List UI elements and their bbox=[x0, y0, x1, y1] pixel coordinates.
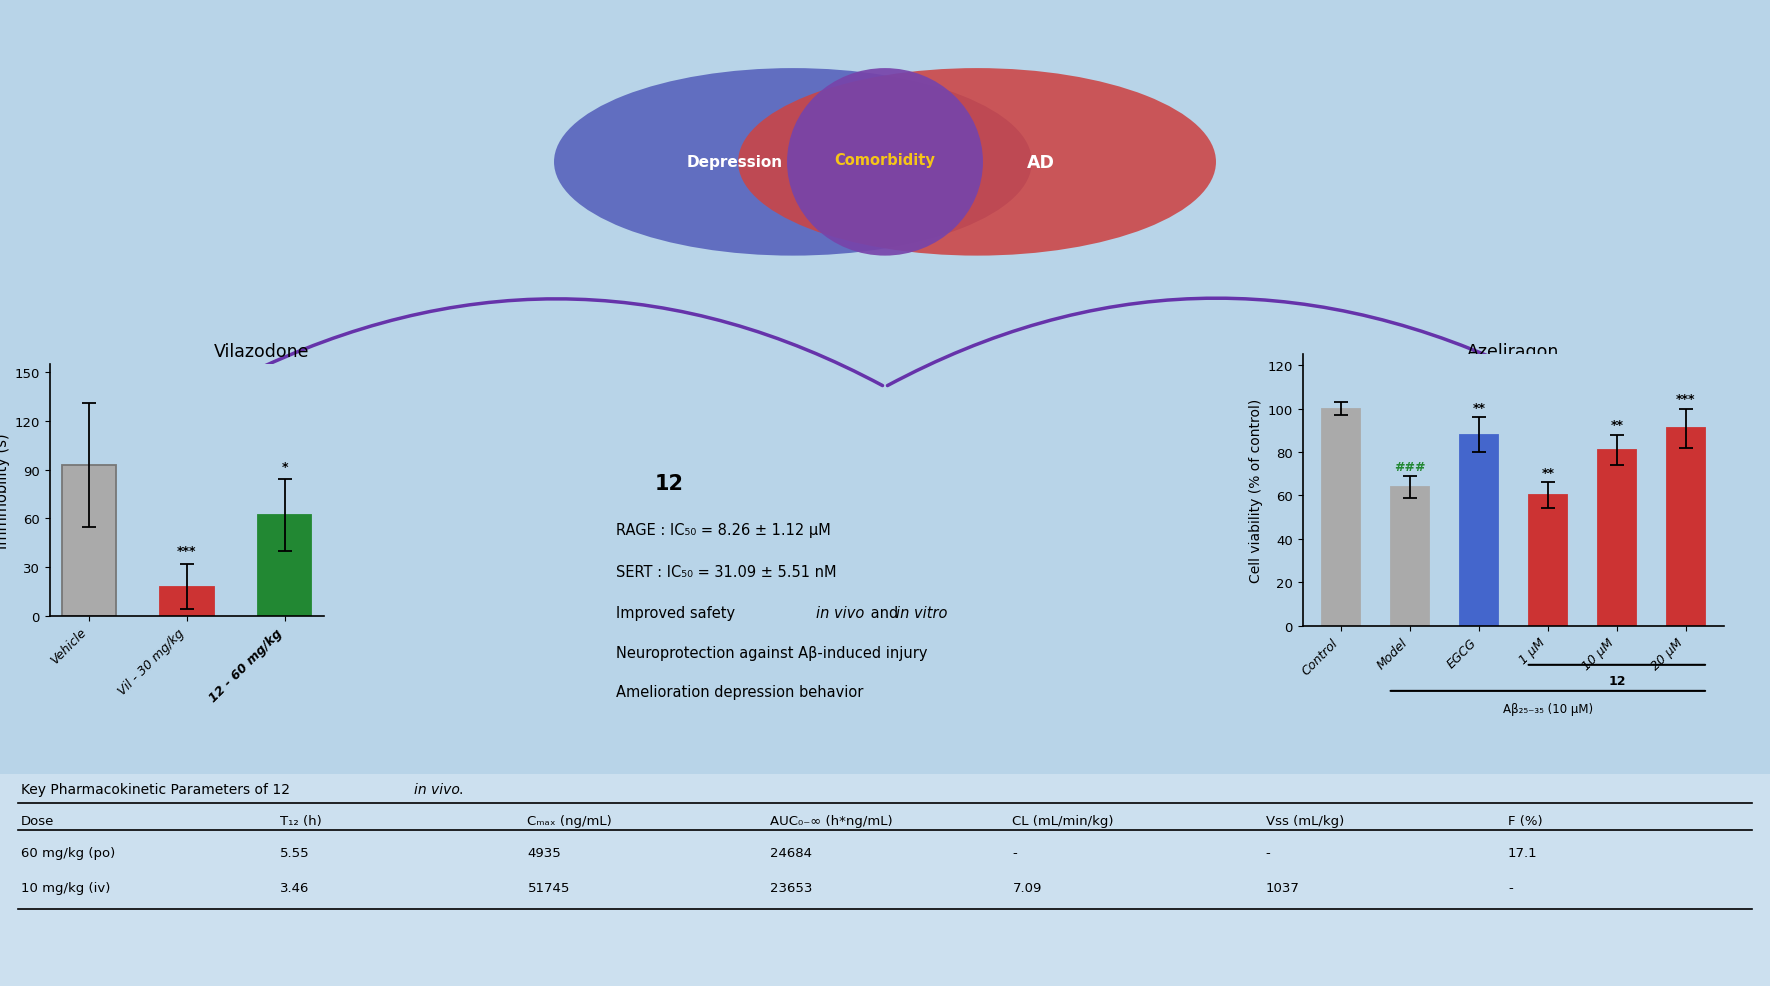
Text: Cₘₐₓ (ng/mL): Cₘₐₓ (ng/mL) bbox=[527, 813, 612, 827]
Text: 12: 12 bbox=[655, 473, 683, 493]
Text: AD: AD bbox=[1027, 154, 1055, 172]
Text: -: - bbox=[1508, 880, 1513, 894]
Bar bbox=[1598, 451, 1635, 626]
Text: Improved safety: Improved safety bbox=[616, 605, 740, 621]
Text: 3.46: 3.46 bbox=[280, 880, 310, 894]
Bar bbox=[62, 465, 115, 616]
Text: Dose: Dose bbox=[21, 813, 55, 827]
Text: **: ** bbox=[1473, 401, 1485, 414]
Text: and: and bbox=[866, 605, 903, 621]
Ellipse shape bbox=[554, 69, 1032, 256]
Text: Key Pharmacokinetic Parameters of 12: Key Pharmacokinetic Parameters of 12 bbox=[21, 782, 294, 796]
Bar bbox=[1460, 435, 1497, 626]
Text: in vivo: in vivo bbox=[816, 605, 864, 621]
Text: AUC₀₋∞ (h*ng/mL): AUC₀₋∞ (h*ng/mL) bbox=[770, 813, 892, 827]
Text: in vivo: in vivo bbox=[414, 782, 460, 796]
Bar bbox=[159, 587, 214, 616]
Ellipse shape bbox=[788, 69, 982, 256]
Text: 23653: 23653 bbox=[770, 880, 812, 894]
Text: Azeliragon: Azeliragon bbox=[1467, 343, 1559, 361]
Bar bbox=[1322, 409, 1359, 626]
Y-axis label: Cell viability (% of control): Cell viability (% of control) bbox=[1250, 398, 1264, 583]
Text: T₁₂ (h): T₁₂ (h) bbox=[280, 813, 322, 827]
Bar bbox=[1529, 496, 1566, 626]
Text: ***: *** bbox=[177, 545, 196, 558]
Text: ###: ### bbox=[1395, 460, 1425, 473]
Text: Aβ₂₅₋₃₅ (10 μM): Aβ₂₅₋₃₅ (10 μM) bbox=[1503, 702, 1593, 715]
Text: 12: 12 bbox=[1609, 673, 1625, 687]
Text: 1037: 1037 bbox=[1266, 880, 1299, 894]
Text: *: * bbox=[281, 460, 289, 473]
Text: .: . bbox=[458, 782, 462, 796]
Bar bbox=[1391, 487, 1428, 626]
Text: Depression: Depression bbox=[687, 155, 782, 171]
Text: 10 mg/kg (iv): 10 mg/kg (iv) bbox=[21, 880, 110, 894]
Text: 7.09: 7.09 bbox=[1012, 880, 1043, 894]
Text: **: ** bbox=[1542, 466, 1554, 480]
Text: 24684: 24684 bbox=[770, 846, 812, 860]
Ellipse shape bbox=[738, 69, 1216, 256]
Text: Amelioration depression behavior: Amelioration depression behavior bbox=[616, 684, 864, 700]
Text: Comorbidity: Comorbidity bbox=[835, 153, 935, 169]
Text: SERT : IC₅₀ = 31.09 ± 5.51 nM: SERT : IC₅₀ = 31.09 ± 5.51 nM bbox=[616, 564, 837, 580]
Text: CL (mL/min/kg): CL (mL/min/kg) bbox=[1012, 813, 1113, 827]
Bar bbox=[258, 516, 312, 616]
Text: 5.55: 5.55 bbox=[280, 846, 310, 860]
Text: -: - bbox=[1012, 846, 1018, 860]
Text: **: ** bbox=[1611, 419, 1623, 432]
Bar bbox=[0, 774, 1770, 986]
Text: Vilazodone: Vilazodone bbox=[214, 343, 310, 361]
Bar bbox=[1667, 429, 1705, 626]
Text: Neuroprotection against Aβ-induced injury: Neuroprotection against Aβ-induced injur… bbox=[616, 645, 927, 661]
Y-axis label: Immmobility (s): Immmobility (s) bbox=[0, 433, 11, 548]
Text: F (%): F (%) bbox=[1508, 813, 1543, 827]
Text: in vitro: in vitro bbox=[896, 605, 947, 621]
Text: -: - bbox=[1266, 846, 1271, 860]
Text: 4935: 4935 bbox=[527, 846, 561, 860]
Text: 60 mg/kg (po): 60 mg/kg (po) bbox=[21, 846, 115, 860]
Text: ***: *** bbox=[1676, 393, 1696, 406]
Text: 51745: 51745 bbox=[527, 880, 570, 894]
Text: 17.1: 17.1 bbox=[1508, 846, 1538, 860]
Text: Vss (mL/kg): Vss (mL/kg) bbox=[1266, 813, 1343, 827]
Text: RAGE : IC₅₀ = 8.26 ± 1.12 μM: RAGE : IC₅₀ = 8.26 ± 1.12 μM bbox=[616, 522, 830, 537]
